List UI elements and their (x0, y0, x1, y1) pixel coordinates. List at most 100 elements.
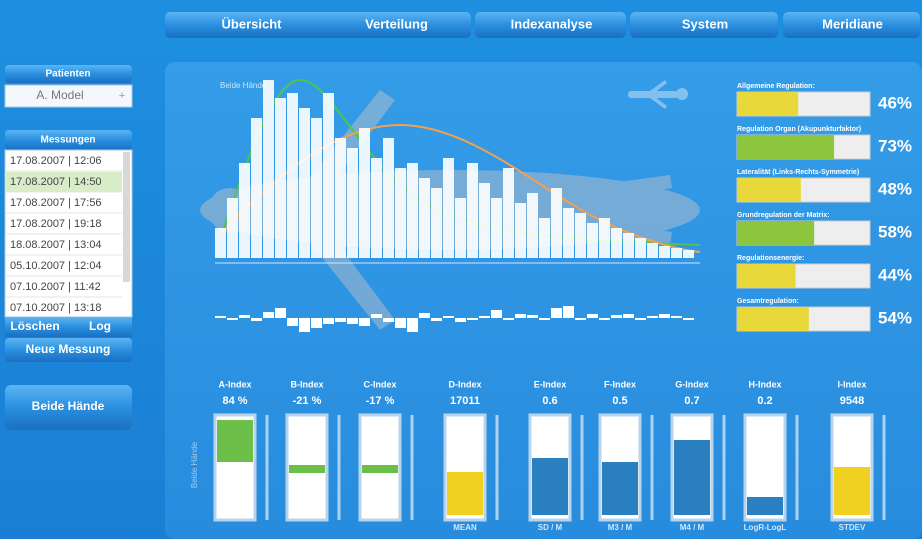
deviation-bar (359, 318, 370, 326)
deviation-bar (275, 308, 286, 318)
index-gauge-fill (362, 465, 398, 473)
deviation-bar (323, 318, 334, 324)
hist-bar (287, 93, 298, 258)
measurement-item[interactable]: 17.08.2007 | 17:56 (10, 197, 102, 209)
deviation-bar (671, 316, 682, 318)
deviation-bar (479, 316, 490, 318)
index-footer: M3 / M (608, 523, 633, 532)
index-value: 9548 (840, 395, 864, 407)
index-footer: STDEV (839, 523, 866, 532)
deviation-bar (515, 314, 526, 318)
log-button[interactable]: Log (89, 319, 111, 333)
regulation-fill (737, 135, 834, 159)
deviation-bar (227, 318, 238, 320)
deviation-bar (623, 314, 634, 318)
index-name: H-Index (748, 379, 781, 389)
regulation-percent: 73% (878, 136, 912, 155)
hist-bar (383, 138, 394, 258)
deviation-bar (251, 318, 262, 321)
deviation-bar (263, 312, 274, 318)
hist-bar (455, 198, 466, 258)
hist-bar (299, 108, 310, 258)
hist-bar (227, 198, 238, 258)
deviation-bar (311, 318, 322, 328)
nav-tab-label[interactable]: Übersicht (222, 16, 283, 31)
index-gauge-fill (532, 458, 568, 515)
hist-bar (479, 183, 490, 258)
hist-bar (347, 148, 358, 258)
measurement-item[interactable]: 17.08.2007 | 19:18 (10, 218, 102, 230)
index-value: 0.5 (612, 395, 627, 407)
nav-tab-label[interactable]: System (682, 16, 728, 31)
index-footer: M4 / M (680, 523, 705, 532)
delete-button[interactable]: Löschen (10, 319, 59, 333)
deviation-bar (635, 318, 646, 320)
deviation-bar (371, 314, 382, 318)
deviation-bar (491, 310, 502, 318)
measurement-item[interactable]: 17.08.2007 | 12:06 (10, 155, 102, 167)
hist-bar (275, 98, 286, 258)
list-scrollbar (123, 152, 130, 282)
regulation-label: Allgemeine Regulation: (737, 83, 815, 90)
index-name: G-Index (675, 379, 709, 389)
measurement-item[interactable]: 07.10.2007 | 13:18 (10, 302, 102, 314)
page: { "nav": ["Übersicht", "Verteilung", "In… (0, 0, 922, 539)
nav-tab-label[interactable]: Verteilung (365, 16, 428, 31)
deviation-bar (563, 306, 574, 318)
deviation-bar (239, 315, 250, 318)
hist-bar (443, 158, 454, 258)
screen: Übersicht Verteilung Indexanalyse System Mer… (0, 0, 922, 539)
index-name: D-Index (448, 379, 481, 389)
measurement-item[interactable]: 05.10.2007 | 12:04 (10, 260, 102, 272)
deviation-bar (647, 316, 658, 318)
measurement-item[interactable]: 17.08.2007 | 14:50 (10, 176, 102, 188)
hist-bar (683, 250, 694, 258)
regulation-percent: 44% (878, 265, 912, 284)
index-gauge-fill (602, 462, 638, 515)
hist-bar (527, 193, 538, 258)
new-measurement-label[interactable]: Neue Messung (26, 342, 111, 356)
hist-bar (407, 163, 418, 258)
hist-bar (359, 128, 370, 258)
hist-bar (503, 168, 514, 258)
hist-bar (599, 218, 610, 258)
index-gauge-fill (834, 467, 870, 515)
hist-bar (323, 93, 334, 258)
index-value: 17011 (450, 395, 480, 407)
index-footer: MEAN (453, 523, 477, 532)
deviation-bar (395, 318, 406, 328)
deviation-bar (599, 318, 610, 320)
regulation-fill (737, 264, 796, 288)
hist-bar (251, 118, 262, 258)
measurement-item[interactable]: 18.08.2007 | 13:04 (10, 239, 102, 251)
hist-bar (239, 163, 250, 258)
measurement-item[interactable]: 07.10.2007 | 11:42 (10, 281, 101, 293)
hist-bar (539, 218, 550, 258)
deviation-bar (335, 318, 346, 322)
index-value: 0.7 (684, 395, 699, 407)
nav-tab-label[interactable]: Indexanalyse (511, 16, 593, 31)
deviation-bar (539, 318, 550, 320)
index-value: -17 % (366, 395, 395, 407)
hist-bar (623, 233, 634, 258)
patients-header-label: Patienten (45, 69, 90, 80)
hist-bar (335, 138, 346, 258)
nav-tab-label[interactable]: Meridiane (822, 16, 883, 31)
deviation-bar (551, 308, 562, 318)
index-name: A-Index (218, 379, 251, 389)
patient-add[interactable]: + (119, 90, 125, 102)
deviation-bar (287, 318, 298, 326)
hist-bar (563, 208, 574, 258)
regulation-label: Lateralität (Links-Rechts-Symmetrie) (737, 169, 859, 176)
hist-bar (515, 203, 526, 258)
both-hands-label[interactable]: Beide Hände (32, 399, 105, 413)
hist-bar (431, 188, 442, 258)
regulation-percent: 46% (878, 93, 912, 112)
histogram-title: Beide Hände (220, 81, 267, 90)
deviation-bar (407, 318, 418, 332)
index-name: F-Index (604, 379, 636, 389)
regulation-percent: 48% (878, 179, 912, 198)
regulation-fill (737, 307, 809, 331)
hist-bar (575, 213, 586, 258)
regulation-percent: 54% (878, 308, 912, 327)
